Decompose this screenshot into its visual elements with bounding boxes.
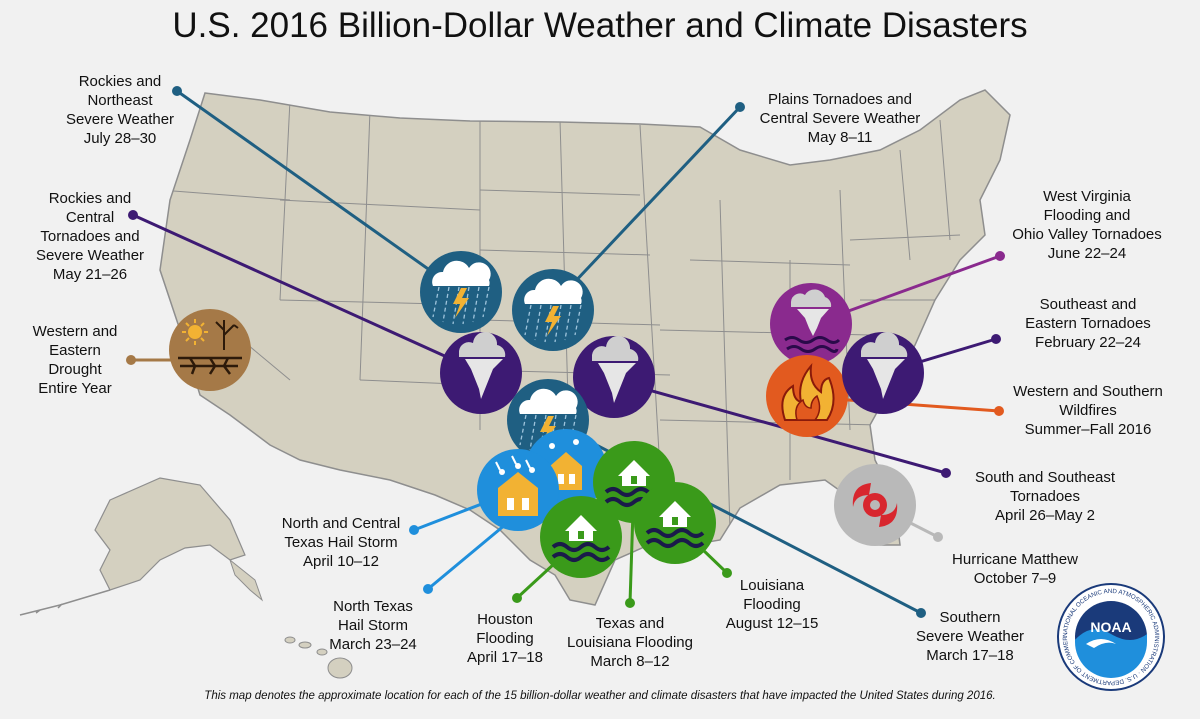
label-wildfires: Western and Southern Wildfires Summer–Fall…: [1013, 383, 1163, 438]
label-southeast-eastern-tornadoes: Southeast and Eastern Tornadoes February 2…: [1025, 296, 1151, 351]
storm-cloud-icon: [512, 269, 594, 351]
aleutian-islands: [19, 589, 111, 616]
leader-dots: [126, 86, 1005, 618]
noaa-logo: NATIONAL OCEANIC AND ATMOSPHERIC ADMINIS…: [1056, 582, 1165, 691]
alaska: [94, 477, 246, 591]
label-louisiana-flooding: Louisiana Flooding August 12–15: [725, 577, 819, 632]
noaa-logo-text: NOAA: [1090, 619, 1131, 635]
alaska-panhandle: [228, 558, 264, 602]
wildfire-icon: [766, 355, 848, 437]
tornado-flood-icon: [770, 283, 852, 365]
label-southern-severe: Southern Severe Weather March 17–18: [915, 609, 1025, 664]
flood-house-icon: [634, 482, 716, 564]
storm-cloud-icon: [420, 251, 502, 333]
label-wv-flooding: West Virginia Flooding and Ohio Valley Tor…: [1012, 188, 1162, 262]
label-north-central-texas-hail: North and Central Texas Hail Storm April 1…: [281, 515, 401, 570]
tornado-icon: [842, 331, 924, 414]
label-north-texas-hail: North Texas Hail Storm March 23–24: [329, 598, 417, 653]
tornado-icon: [573, 335, 655, 418]
label-south-southeast-tornadoes: South and Southeast Tornadoes April 26–May…: [974, 469, 1116, 524]
leader-lines: [131, 89, 1001, 615]
label-drought: Western and Eastern Drought Entire Year: [32, 323, 118, 397]
hawaii: [284, 636, 353, 679]
hail-house-icon: [477, 449, 559, 531]
map-title: U.S. 2016 Billion-Dollar Weather and Cli…: [172, 6, 1028, 45]
tornado-icon: [440, 331, 522, 414]
label-hurricane-matthew: Hurricane Matthew October 7–9: [952, 551, 1078, 587]
hurricane-icon: [834, 464, 916, 546]
contiguous-us: [159, 89, 1011, 606]
footnote: This map denotes the approximate locatio…: [204, 690, 996, 702]
label-houston-flooding: Houston Flooding April 17–18: [467, 611, 543, 666]
flood-house-icon: [540, 496, 622, 578]
label-rockies-northeast-severe: Rockies and Northeast Severe Weather July 2…: [65, 73, 175, 147]
drought-icon: [169, 309, 251, 391]
label-rockies-central-tornadoes: Rockies and Central Tornadoes and Severe We…: [35, 190, 145, 283]
label-texas-louisiana-flooding: Texas and Louisiana Flooding March 8–12: [567, 615, 693, 670]
label-plains-tornadoes: Plains Tornadoes and Central Severe Weath…: [759, 91, 921, 146]
